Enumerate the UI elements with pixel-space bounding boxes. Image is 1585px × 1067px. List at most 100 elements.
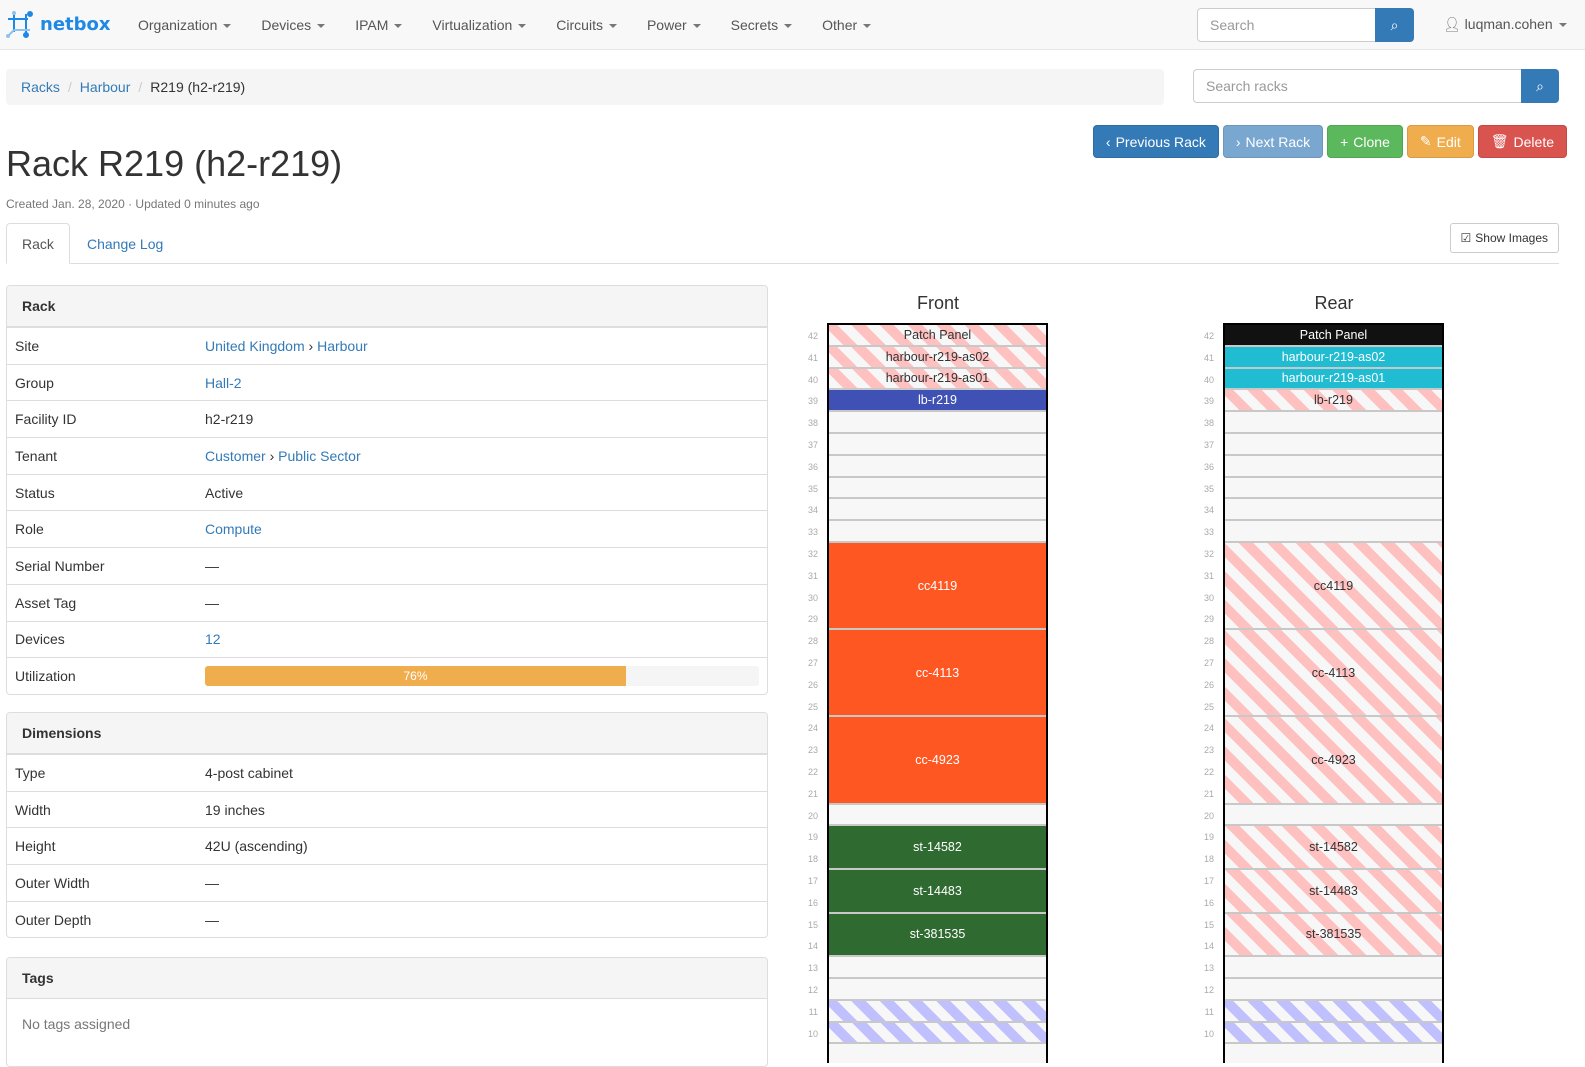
reserved-unit[interactable] bbox=[1225, 1022, 1442, 1045]
show-images-button[interactable]: ☑ Show Images bbox=[1449, 223, 1559, 253]
empty-rack-unit[interactable] bbox=[1225, 521, 1442, 543]
menu-organization[interactable]: Organization bbox=[138, 17, 232, 33]
empty-rack-unit[interactable] bbox=[1225, 499, 1442, 522]
empty-rack-unit[interactable] bbox=[829, 456, 1046, 478]
rack-device[interactable]: st-14483 bbox=[829, 870, 1046, 914]
serial-label: Serial Number bbox=[15, 557, 105, 574]
global-search-input[interactable]: Search bbox=[1197, 8, 1377, 42]
tenant-group-link[interactable]: Customer bbox=[205, 447, 266, 464]
tenant-label: Tenant bbox=[15, 447, 58, 464]
empty-rack-unit[interactable] bbox=[829, 499, 1046, 522]
unit-number: 23 bbox=[807, 745, 818, 756]
menu-devices[interactable]: Devices bbox=[261, 17, 326, 33]
empty-rack-unit[interactable] bbox=[829, 979, 1046, 1001]
rack-device[interactable]: cc4119 bbox=[829, 543, 1046, 631]
site-label: Site bbox=[15, 337, 40, 354]
empty-rack-unit[interactable] bbox=[829, 478, 1046, 500]
unit-number: 15 bbox=[1203, 919, 1214, 930]
reserved-unit[interactable] bbox=[829, 1022, 1046, 1045]
unit-number: 26 bbox=[1203, 679, 1214, 690]
front-elevation: Patch Panel harbour-r219-as02 harbour-r219… bbox=[827, 323, 1048, 1063]
trash-icon: 🗑︎ bbox=[1490, 133, 1509, 149]
reserved-unit[interactable] bbox=[829, 1000, 1046, 1023]
serial-value: — bbox=[205, 557, 219, 574]
rack-device[interactable]: st-381535 bbox=[1225, 913, 1442, 958]
unit-number: 21 bbox=[807, 788, 818, 799]
unit-number: 16 bbox=[807, 897, 818, 908]
rack-device[interactable]: st-14582 bbox=[1225, 826, 1442, 870]
tab-change-log[interactable]: Change Log bbox=[87, 235, 164, 252]
global-search-button[interactable]: ⌕ bbox=[1375, 8, 1414, 42]
empty-rack-unit[interactable] bbox=[829, 957, 1046, 979]
unit-number: 37 bbox=[1203, 440, 1214, 450]
unit-number: 12 bbox=[807, 985, 818, 995]
rack-device[interactable]: st-14483 bbox=[1225, 870, 1442, 914]
search-icon: ⌕ bbox=[1390, 16, 1399, 33]
rack-device[interactable]: cc4119 bbox=[1225, 543, 1442, 631]
group-link[interactable]: Hall-2 bbox=[205, 374, 242, 391]
edit-button[interactable]: ✎ Edit bbox=[1406, 125, 1474, 158]
menu-power[interactable]: Power bbox=[647, 17, 701, 33]
menu-secrets[interactable]: Secrets bbox=[731, 17, 793, 33]
empty-rack-unit[interactable] bbox=[829, 521, 1046, 543]
rack-device[interactable]: Patch Panel bbox=[829, 325, 1046, 347]
breadcrumb-site[interactable]: Harbour bbox=[79, 79, 131, 95]
previous-rack-button[interactable]: ‹ Previous Rack bbox=[1092, 125, 1219, 158]
rack-device[interactable]: lb-r219 bbox=[1225, 390, 1442, 413]
delete-button[interactable]: 🗑︎ Delete bbox=[1477, 125, 1567, 158]
rack-device[interactable]: harbour-r219-as01 bbox=[1225, 368, 1442, 391]
unit-number: 22 bbox=[1203, 767, 1214, 777]
rack-search-button[interactable]: ⌕ bbox=[1521, 69, 1559, 103]
empty-rack-unit[interactable] bbox=[1225, 412, 1442, 434]
region-link[interactable]: United Kingdom bbox=[205, 337, 305, 354]
unit-number: 28 bbox=[1203, 636, 1214, 647]
tags-title: Tags bbox=[7, 958, 767, 999]
rack-device[interactable]: cc-4113 bbox=[829, 630, 1046, 718]
reserved-unit[interactable] bbox=[1225, 1000, 1442, 1023]
rack-device[interactable]: harbour-r219-as02 bbox=[829, 346, 1046, 369]
empty-rack-unit[interactable] bbox=[1225, 805, 1442, 827]
unit-number: 41 bbox=[1203, 352, 1214, 363]
utilization-label: Utilization bbox=[15, 668, 76, 685]
netbox-logo[interactable]: netbox bbox=[6, 10, 111, 38]
user-menu[interactable]: 👤︎ luqman.cohen bbox=[1443, 16, 1567, 33]
rack-device[interactable]: cc-4923 bbox=[1225, 717, 1442, 805]
rack-search-input[interactable]: Search racks bbox=[1193, 69, 1523, 103]
plus-icon: + bbox=[1340, 133, 1349, 150]
empty-rack-unit[interactable] bbox=[1225, 478, 1442, 500]
unit-number: 12 bbox=[1203, 985, 1214, 995]
clone-button[interactable]: + Clone bbox=[1327, 125, 1403, 158]
menu-other[interactable]: Other bbox=[822, 17, 872, 33]
devices-link[interactable]: 12 bbox=[205, 631, 221, 648]
breadcrumb-racks[interactable]: Racks bbox=[21, 79, 60, 95]
unit-number: 29 bbox=[807, 614, 818, 625]
rack-device[interactable]: harbour-r219-as02 bbox=[1225, 346, 1442, 369]
next-rack-button[interactable]: › Next Rack bbox=[1222, 125, 1324, 158]
empty-rack-unit[interactable] bbox=[1225, 957, 1442, 979]
tab-rack[interactable]: Rack bbox=[6, 223, 70, 264]
rack-device[interactable]: st-14582 bbox=[829, 826, 1046, 870]
empty-rack-unit[interactable] bbox=[1225, 434, 1442, 456]
rack-device[interactable]: Patch Panel bbox=[1225, 325, 1442, 347]
site-link[interactable]: Harbour bbox=[317, 337, 368, 354]
menu-circuits[interactable]: Circuits bbox=[556, 17, 617, 33]
unit-number: 26 bbox=[807, 679, 818, 690]
netbox-logo-icon bbox=[6, 11, 33, 38]
role-link[interactable]: Compute bbox=[205, 521, 262, 538]
empty-rack-unit[interactable] bbox=[829, 412, 1046, 434]
rack-device[interactable]: harbour-r219-as01 bbox=[829, 368, 1046, 391]
tenant-link[interactable]: Public Sector bbox=[278, 447, 361, 464]
rack-device[interactable]: cc-4113 bbox=[1225, 630, 1442, 718]
empty-rack-unit[interactable] bbox=[1225, 456, 1442, 478]
empty-rack-unit[interactable] bbox=[829, 434, 1046, 456]
menu-ipam[interactable]: IPAM bbox=[355, 17, 403, 33]
menu-virtualization[interactable]: Virtualization bbox=[432, 17, 527, 33]
status-label: Status bbox=[15, 484, 55, 501]
empty-rack-unit[interactable] bbox=[1225, 979, 1442, 1001]
rack-device[interactable]: st-381535 bbox=[829, 913, 1046, 958]
unit-number: 38 bbox=[807, 418, 818, 429]
empty-rack-unit[interactable] bbox=[829, 805, 1046, 827]
rack-device[interactable]: cc-4923 bbox=[829, 717, 1046, 805]
width-label: Width bbox=[15, 801, 51, 818]
rack-device[interactable]: lb-r219 bbox=[829, 390, 1046, 413]
